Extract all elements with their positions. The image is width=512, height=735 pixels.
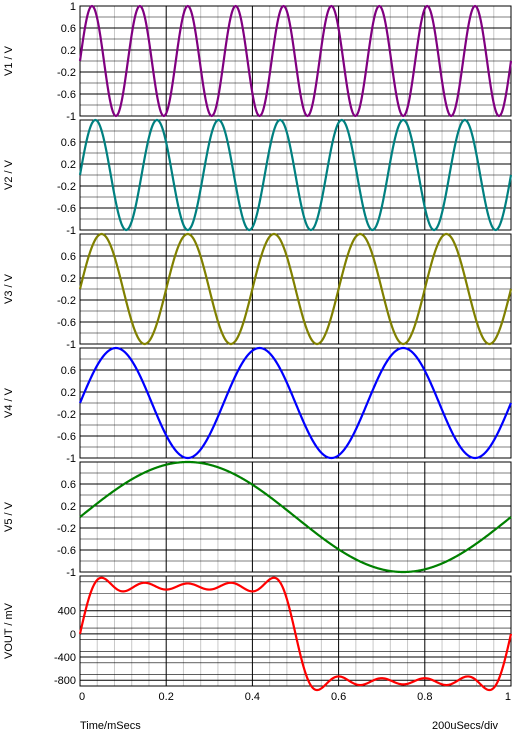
y-tick-label-3-4: -1 — [66, 453, 76, 465]
y-tick-label-5-2: -400 — [54, 652, 76, 664]
y-tick-label-1-0: 0.6 — [61, 137, 76, 149]
y-tick-label-1-3: -0.6 — [57, 203, 76, 215]
y-tick-label-1-2: -0.2 — [57, 181, 76, 193]
y-tick-label-2-0: 0.6 — [61, 251, 76, 263]
y-tick-label-3-1: 0.2 — [61, 387, 76, 399]
y-tick-label-4-3: -0.6 — [57, 545, 76, 557]
y-tick-label-1-4: -1 — [66, 225, 76, 237]
x-tick-label-4: 0.8 — [417, 691, 432, 703]
y-tick-label-3-3: -0.6 — [57, 431, 76, 443]
series-line-1 — [78, 118, 512, 232]
x-tick-label-2: 0.4 — [245, 691, 260, 703]
y-tick-label-4-4: -1 — [66, 567, 76, 579]
x-axis-scale-label: 200uSecs/div — [432, 720, 499, 732]
series-line-0 — [78, 4, 512, 118]
y-tick-label-2-4: -1 — [66, 339, 76, 351]
y-tick-label-3-2: -0.2 — [57, 409, 76, 421]
y-tick-label-5-3: -800 — [54, 675, 76, 687]
x-tick-label-5: 1 — [505, 691, 511, 703]
y-tick-label-4-1: 0.2 — [61, 501, 76, 513]
y-tick-label-5-1: 0 — [70, 629, 76, 641]
y-axis-label-0: V1 / V — [3, 45, 15, 76]
y-tick-label-4-0: 0.6 — [61, 479, 76, 491]
series-line-5 — [78, 576, 512, 692]
y-tick-label-0-2: 0.2 — [61, 45, 76, 57]
x-tick-label-1: 0.2 — [159, 691, 174, 703]
y-tick-label-4-2: -0.2 — [57, 523, 76, 535]
y-tick-label-0-3: -0.2 — [57, 67, 76, 79]
y-tick-label-0-0: 1 — [70, 1, 76, 13]
series-line-4 — [79, 460, 512, 574]
series-line-3 — [78, 346, 512, 460]
x-tick-label-3: 0.6 — [331, 691, 346, 703]
x-tick-label-0: 0 — [79, 691, 85, 703]
y-axis-label-3: V4 / V — [3, 387, 15, 418]
y-tick-label-0-4: -0.6 — [57, 89, 76, 101]
y-tick-label-2-3: -0.6 — [57, 317, 76, 329]
y-tick-label-5-0: 400 — [58, 606, 76, 618]
y-axis-label-4: V5 / V — [3, 501, 15, 532]
y-axis-label-1: V2 / V — [3, 159, 15, 190]
y-tick-label-0-5: -1 — [66, 111, 76, 123]
y-tick-label-0-1: 0.6 — [61, 23, 76, 35]
y-axis-label-2: V3 / V — [3, 273, 15, 304]
y-tick-label-2-1: 0.2 — [61, 273, 76, 285]
y-tick-label-3-0: 0.6 — [61, 365, 76, 377]
series-line-2 — [78, 232, 512, 346]
y-tick-label-2-2: -0.2 — [57, 295, 76, 307]
x-axis-label: Time/mSecs — [80, 720, 141, 732]
y-axis-label-5: VOUT / mV — [3, 602, 15, 659]
y-tick-label-1-1: 0.2 — [61, 159, 76, 171]
